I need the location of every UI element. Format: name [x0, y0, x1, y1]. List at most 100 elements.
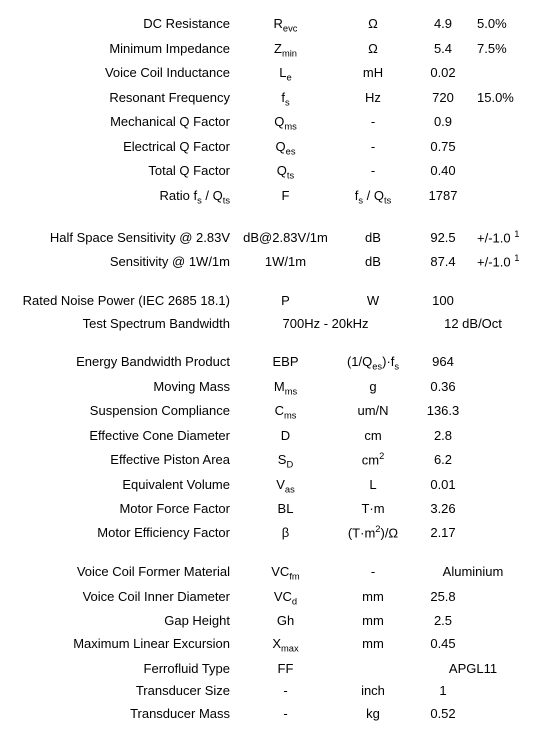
param-value: 6.2	[413, 450, 473, 471]
param-symbol: VCfm	[238, 562, 333, 585]
param-unit: -	[333, 562, 413, 583]
param-symbol: D	[238, 426, 333, 447]
param-unit: g	[333, 377, 413, 398]
param-label: Rated Noise Power (IEC 2685 18.1)	[10, 291, 238, 312]
param-label: Equivalent Volume	[10, 475, 238, 496]
spec-row: Energy Bandwidth ProductEBP(1/Qes)·fs964	[10, 352, 540, 375]
param-unit: cm2	[333, 449, 413, 471]
spec-row: Total Q FactorQts-0.40	[10, 161, 540, 184]
param-label: Maximum Linear Excursion	[10, 634, 238, 655]
param-value: 0.52	[413, 704, 473, 725]
spacer	[10, 336, 540, 352]
param-symbol: VCd	[238, 587, 333, 610]
param-label: Motor Efficiency Factor	[10, 523, 238, 544]
spec-row: Electrical Q FactorQes-0.75	[10, 137, 540, 160]
spec-row: Resonant FrequencyfsHz72015.0%	[10, 88, 540, 111]
param-label: Mechanical Q Factor	[10, 112, 238, 133]
param-symbol: Gh	[238, 611, 333, 632]
spec-row: Rated Noise Power (IEC 2685 18.1)PW100	[10, 291, 540, 312]
param-unit: (1/Qes)·fs	[333, 352, 413, 375]
param-unit: mm	[333, 634, 413, 655]
param-unit: L	[333, 475, 413, 496]
spec-row: Sensitivity @ 1W/1m1W/1mdB87.4+/-1.0 1	[10, 251, 540, 273]
param-value: 12 dB/Oct	[413, 314, 533, 335]
param-label: Sensitivity @ 1W/1m	[10, 252, 238, 273]
param-value: 4.9	[413, 14, 473, 35]
param-value: 3.26	[413, 499, 473, 520]
spec-row: Transducer Mass-kg0.52	[10, 704, 540, 725]
param-unit: -	[333, 112, 413, 133]
param-value: 2.5	[413, 611, 473, 632]
spec-row: Maximum Linear ExcursionXmaxmm0.45	[10, 634, 540, 657]
spec-row: Minimum ImpedanceZminΩ5.47.5%	[10, 39, 540, 62]
param-symbol: -	[238, 681, 333, 702]
param-value: 2.8	[413, 426, 473, 447]
param-tolerance: 7.5%	[473, 39, 537, 60]
param-label: Ratio fs / Qts	[10, 186, 238, 209]
param-value: 0.45	[413, 634, 473, 655]
param-symbol: Zmin	[238, 39, 333, 62]
param-unit: mm	[333, 611, 413, 632]
spec-row: Voice Coil Former MaterialVCfm-Aluminium	[10, 562, 540, 585]
spec-row: Gap HeightGhmm2.5	[10, 611, 540, 632]
param-label: Half Space Sensitivity @ 2.83V	[10, 228, 238, 249]
param-symbol: fs	[238, 88, 333, 111]
param-label: Transducer Size	[10, 681, 238, 702]
param-tolerance: +/-1.0 1	[473, 227, 537, 249]
param-value: 0.9	[413, 112, 473, 133]
spec-row: Half Space Sensitivity @ 2.83VdB@2.83V/1…	[10, 227, 540, 249]
param-value: Aluminium	[413, 562, 533, 583]
param-label: Gap Height	[10, 611, 238, 632]
param-value: 0.40	[413, 161, 473, 182]
param-label: Transducer Mass	[10, 704, 238, 725]
spec-row: Effective Cone DiameterDcm2.8	[10, 426, 540, 447]
param-symbol: Revc	[238, 14, 333, 37]
spec-row: Transducer Size-inch1	[10, 681, 540, 702]
param-unit: -	[333, 161, 413, 182]
param-value: 0.75	[413, 137, 473, 158]
param-symbol: Qes	[238, 137, 333, 160]
param-label: Motor Force Factor	[10, 499, 238, 520]
spec-row: Motor Efficiency Factorβ(T·m2)/Ω2.17	[10, 522, 540, 544]
param-symbol: P	[238, 291, 333, 312]
param-unit: Ω	[333, 14, 413, 35]
param-symbol: Xmax	[238, 634, 333, 657]
param-symbol: Qms	[238, 112, 333, 135]
param-value: 0.01	[413, 475, 473, 496]
param-tolerance: 5.0%	[473, 14, 537, 35]
param-value: APGL11	[413, 659, 533, 680]
param-label: Voice Coil Former Material	[10, 562, 238, 583]
spec-row: Equivalent VolumeVasL0.01	[10, 475, 540, 498]
param-label: Test Spectrum Bandwidth	[10, 314, 238, 335]
spec-row: Ratio fs / QtsFfs / Qts1787	[10, 186, 540, 209]
param-value: 5.4	[413, 39, 473, 60]
spec-row: Ferrofluid TypeFFAPGL11	[10, 659, 540, 680]
param-value: 87.4	[413, 252, 473, 273]
param-unit: mH	[333, 63, 413, 84]
param-symbol: EBP	[238, 352, 333, 373]
param-value: 1787	[413, 186, 473, 207]
param-label: Effective Piston Area	[10, 450, 238, 471]
param-label: Effective Cone Diameter	[10, 426, 238, 447]
param-label: DC Resistance	[10, 14, 238, 35]
param-unit: um/N	[333, 401, 413, 422]
spec-row: DC ResistanceRevcΩ4.95.0%	[10, 14, 540, 37]
param-value: 100	[413, 291, 473, 312]
param-unit: (T·m2)/Ω	[333, 522, 413, 544]
spec-row: Moving MassMmsg0.36	[10, 377, 540, 400]
spec-table: DC ResistanceRevcΩ4.95.0%Minimum Impedan…	[10, 14, 540, 725]
param-label: Ferrofluid Type	[10, 659, 238, 680]
param-symbol: β	[238, 523, 333, 544]
param-symbol: dB@2.83V/1m	[238, 228, 333, 249]
param-symbol: 700Hz - 20kHz	[238, 314, 413, 335]
param-value: 136.3	[413, 401, 473, 422]
param-symbol: BL	[238, 499, 333, 520]
spec-row: Mechanical Q FactorQms-0.9	[10, 112, 540, 135]
param-value: 0.02	[413, 63, 473, 84]
param-unit: kg	[333, 704, 413, 725]
param-unit: dB	[333, 228, 413, 249]
param-value: 1	[413, 681, 473, 702]
param-symbol: F	[238, 186, 333, 207]
param-label: Total Q Factor	[10, 161, 238, 182]
param-unit: mm	[333, 587, 413, 608]
